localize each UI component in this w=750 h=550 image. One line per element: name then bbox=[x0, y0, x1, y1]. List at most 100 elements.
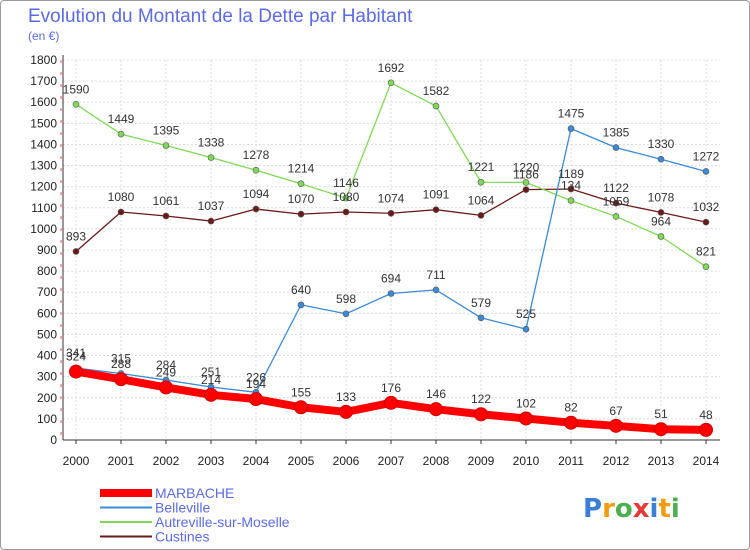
data-label-marbache: 324 bbox=[66, 350, 86, 364]
y-tick-label: 1200 bbox=[30, 180, 57, 194]
data-label-custines: 1064 bbox=[468, 193, 495, 207]
data-label-custines: 893 bbox=[66, 229, 86, 243]
data-point-custines bbox=[387, 209, 395, 217]
y-tick-label: 0 bbox=[50, 433, 57, 447]
data-point-autreville-sur-moselle bbox=[702, 263, 710, 270]
data-label-autreville-sur-moselle: 1590 bbox=[63, 82, 90, 96]
y-tick-label: 100 bbox=[37, 412, 57, 426]
data-label-marbache: 67 bbox=[609, 404, 623, 418]
data-point-custines bbox=[342, 208, 350, 216]
logo-letter: o bbox=[615, 494, 633, 524]
y-tick-label: 300 bbox=[37, 370, 57, 384]
data-point-custines bbox=[567, 185, 575, 193]
x-tick-label: 2014 bbox=[693, 454, 720, 468]
data-label-custines: 1091 bbox=[423, 188, 450, 202]
data-label-belleville: 640 bbox=[291, 283, 311, 297]
data-label-custines: 1032 bbox=[693, 200, 720, 214]
data-point-belleville bbox=[657, 155, 665, 163]
data-point-belleville bbox=[432, 286, 440, 294]
data-point-belleville bbox=[702, 168, 710, 175]
data-point-custines bbox=[612, 199, 620, 207]
data-point-custines bbox=[702, 218, 710, 226]
data-label-marbache: 155 bbox=[291, 385, 311, 399]
y-tick-label: 1800 bbox=[30, 53, 57, 67]
logo-letter: t bbox=[658, 494, 670, 524]
logo-letter: P bbox=[583, 494, 602, 524]
data-label-marbache: 288 bbox=[111, 357, 131, 371]
data-label-marbache: 102 bbox=[516, 396, 536, 410]
data-point-marbache bbox=[519, 411, 533, 426]
data-label-custines: 1080 bbox=[108, 190, 135, 204]
data-label-custines: 1070 bbox=[288, 192, 315, 206]
data-label-belleville: 341 bbox=[66, 346, 86, 360]
data-point-autreville-sur-moselle bbox=[612, 213, 620, 220]
data-label-marbache: 146 bbox=[426, 387, 446, 401]
data-point-belleville bbox=[342, 310, 350, 318]
data-label-marbache: 122 bbox=[471, 392, 491, 406]
x-tick-label: 2000 bbox=[63, 454, 90, 468]
data-label-belleville: 284 bbox=[156, 358, 176, 372]
y-tick-label: 900 bbox=[37, 243, 57, 257]
data-point-belleville bbox=[477, 314, 485, 322]
data-point-autreville-sur-moselle bbox=[567, 197, 575, 204]
data-label-belleville: 1330 bbox=[648, 137, 675, 151]
x-tick-label: 2001 bbox=[108, 454, 135, 468]
data-point-autreville-sur-moselle bbox=[522, 179, 530, 186]
data-label-custines: 1122 bbox=[603, 181, 629, 195]
y-tick-label: 1600 bbox=[30, 95, 57, 109]
data-point-custines bbox=[522, 186, 530, 193]
data-point-autreville-sur-moselle bbox=[342, 194, 350, 202]
data-point-custines bbox=[72, 248, 80, 255]
data-label-custines: 1094 bbox=[243, 187, 270, 201]
y-tick-label: 1000 bbox=[30, 222, 57, 236]
data-point-belleville bbox=[522, 325, 530, 333]
data-point-marbache bbox=[114, 372, 128, 387]
data-point-belleville bbox=[567, 125, 575, 132]
data-point-autreville-sur-moselle bbox=[117, 130, 125, 138]
x-tick-label: 2012 bbox=[603, 454, 630, 468]
data-point-marbache bbox=[204, 387, 218, 402]
data-point-marbache bbox=[699, 422, 713, 437]
series-lines bbox=[69, 79, 713, 437]
data-label-autreville-sur-moselle: 1146 bbox=[333, 176, 359, 190]
data-label-autreville-sur-moselle: 1278 bbox=[243, 148, 270, 162]
data-point-belleville bbox=[387, 290, 395, 297]
data-point-custines bbox=[162, 212, 170, 220]
data-point-autreville-sur-moselle bbox=[477, 178, 485, 186]
y-tick-label: 1700 bbox=[30, 74, 57, 88]
x-tick-label: 2002 bbox=[153, 454, 180, 468]
proxiti-logo: Proxiti bbox=[583, 494, 680, 524]
legend-label: MARBACHE bbox=[155, 485, 234, 501]
logo-letter: i bbox=[671, 494, 680, 524]
chart-title: Evolution du Montant de la Dette par Hab… bbox=[28, 6, 413, 27]
y-tick-label: 1300 bbox=[30, 159, 57, 173]
y-tick-label: 1400 bbox=[30, 137, 57, 151]
data-label-custines: 1080 bbox=[333, 190, 360, 204]
data-point-marbache bbox=[654, 422, 668, 437]
data-label-marbache: 249 bbox=[156, 365, 176, 379]
data-label-belleville: 1475 bbox=[558, 107, 585, 121]
data-label-marbache: 51 bbox=[654, 407, 668, 421]
x-tick-label: 2007 bbox=[378, 454, 405, 468]
data-point-marbache bbox=[249, 392, 263, 407]
data-label-belleville: 525 bbox=[516, 307, 536, 321]
y-tick-label: 600 bbox=[37, 306, 57, 320]
data-point-autreville-sur-moselle bbox=[387, 79, 395, 87]
data-point-autreville-sur-moselle bbox=[657, 233, 665, 240]
data-point-belleville bbox=[297, 301, 305, 309]
chart-subtitle: (en €) bbox=[28, 29, 59, 43]
data-point-custines bbox=[252, 205, 260, 213]
data-point-marbache bbox=[474, 407, 488, 422]
data-point-custines bbox=[297, 210, 305, 218]
data-label-marbache: 133 bbox=[336, 390, 356, 404]
legend-label: Custines bbox=[155, 529, 209, 545]
y-tick-label: 200 bbox=[37, 391, 57, 405]
data-label-marbache: 176 bbox=[381, 381, 401, 395]
y-tick-label: 500 bbox=[37, 327, 57, 341]
data-label-autreville-sur-moselle: 1582 bbox=[423, 84, 450, 98]
data-label-belleville: 1272 bbox=[693, 149, 720, 163]
data-label-belleville: 1385 bbox=[603, 126, 630, 140]
logo-letter: r bbox=[602, 494, 615, 524]
